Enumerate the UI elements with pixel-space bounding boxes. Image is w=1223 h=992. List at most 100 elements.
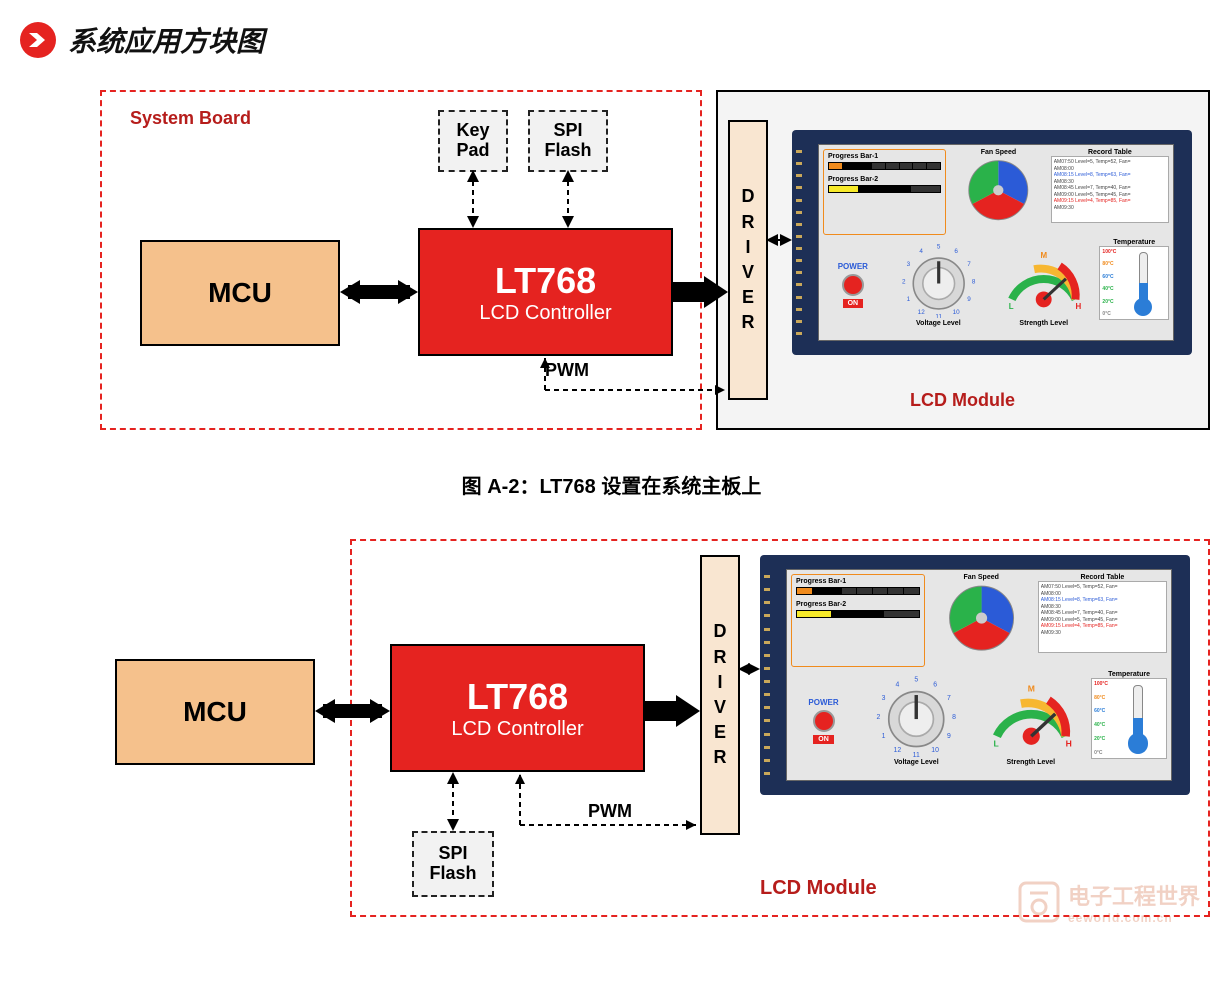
spiflash-label-2: SPI Flash — [429, 844, 476, 884]
svg-text:1: 1 — [882, 733, 886, 740]
lt768-block: LT768 LCD Controller — [418, 228, 673, 356]
keypad-block: Key Pad — [438, 110, 508, 172]
svg-text:M: M — [1027, 683, 1034, 693]
record-label: Record Table — [1038, 574, 1167, 581]
thermometer: 100°C80°C60°C40°C20°C0°C — [1091, 678, 1167, 759]
on-badge: ON — [843, 299, 864, 308]
svg-text:6: 6 — [954, 248, 958, 255]
record-label: Record Table — [1051, 149, 1169, 156]
svg-text:M: M — [1041, 251, 1048, 260]
lcd-screen: Progress Bar-1 ">">">">"> Progress Bar-2… — [818, 144, 1174, 341]
svg-text:7: 7 — [967, 261, 971, 268]
watermark: 电子工程世界 eeworld.com.cn — [1018, 879, 1200, 925]
fan-pie — [952, 156, 1045, 224]
mcu-block: MCU — [140, 240, 340, 346]
progress-bar-1: ">">">">"> — [828, 162, 941, 170]
lcd-screen: Progress Bar-1 ">">">">"> Progress Bar-2… — [786, 569, 1172, 781]
lcd-module-label: LCD Module — [910, 390, 1015, 411]
progress-bar-1: ">">">">"> — [796, 587, 920, 595]
record-table: AM07:50 Level=5, Temp=52, Fan=AM08:00AM0… — [1051, 156, 1169, 223]
lt768-block-2: LT768 LCD Controller — [390, 644, 645, 772]
voltage-label: Voltage Level — [889, 320, 988, 327]
power-button — [842, 274, 864, 296]
progress2-label: Progress Bar-2 — [828, 176, 941, 183]
svg-text:6: 6 — [933, 681, 937, 688]
page-title-row: 系统应用方块图 — [20, 20, 1203, 60]
spiflash-block-2: SPI Flash — [412, 831, 494, 897]
svg-text:11: 11 — [935, 313, 942, 318]
diagram-a2-alt: MCU LT768 LCD Controller SPI Flash D R I… — [60, 539, 1220, 919]
svg-text:11: 11 — [913, 752, 920, 757]
pwm-label: PWM — [545, 360, 589, 381]
svg-text:10: 10 — [952, 308, 960, 315]
driver-block: D R I V E R — [728, 120, 768, 400]
driver-block-2: D R I V E R — [700, 555, 740, 835]
progress2-label: Progress Bar-2 — [796, 601, 920, 608]
strength-label: Strength Level — [977, 759, 1085, 766]
svg-text:8: 8 — [952, 714, 956, 721]
strength-label: Strength Level — [994, 320, 1093, 327]
svg-text:8: 8 — [972, 278, 976, 285]
driver-label: D R I V E R — [742, 184, 755, 335]
strength-gauge: L M H — [977, 671, 1085, 757]
svg-text:7: 7 — [947, 695, 951, 702]
voltage-gauge: 123456789101112 — [862, 671, 970, 757]
temp-label: Temperature — [1099, 239, 1169, 246]
lt768-sub: LCD Controller — [479, 302, 611, 325]
fan-pie — [931, 581, 1032, 655]
on-badge: ON — [813, 735, 834, 744]
svg-text:10: 10 — [931, 747, 939, 754]
temp-label: Temperature — [1091, 671, 1167, 678]
progress1-label: Progress Bar-1 — [828, 153, 941, 160]
diagram-a2: System Board MCU Key Pad SPI Flash LT768… — [100, 90, 1210, 440]
strength-gauge: L M H — [994, 239, 1093, 318]
lcd-module-label-2: LCD Module — [760, 877, 877, 900]
progress-bar-2: ">">">">">">">">"> — [796, 610, 920, 618]
progress-bar-2: ">">">">">">">">"> — [828, 185, 941, 193]
mcu-label-2: MCU — [183, 696, 247, 728]
svg-text:5: 5 — [937, 243, 941, 250]
svg-text:3: 3 — [882, 695, 886, 702]
fan-label: Fan Speed — [952, 149, 1045, 156]
svg-text:2: 2 — [902, 278, 906, 285]
svg-text:H: H — [1076, 302, 1082, 311]
mcu-block-2: MCU — [115, 659, 315, 765]
svg-text:12: 12 — [894, 747, 902, 754]
watermark-text: 电子工程世界 — [1068, 879, 1200, 911]
lt768-title-2: LT768 — [467, 676, 568, 718]
keypad-label: Key Pad — [456, 121, 489, 161]
system-board-label: System Board — [130, 108, 251, 129]
power-label: POWER — [838, 262, 868, 271]
svg-text:9: 9 — [947, 733, 951, 740]
thermometer: 100°C80°C60°C40°C20°C0°C — [1099, 246, 1169, 321]
fan-label: Fan Speed — [931, 574, 1032, 581]
driver-label-2: D R I V E R — [714, 619, 727, 770]
record-table: AM07:50 Level=5, Temp=52, Fan=AM08:00AM0… — [1038, 581, 1167, 653]
progress1-label: Progress Bar-1 — [796, 578, 920, 585]
watermark-sub: eeworld.com.cn — [1068, 911, 1200, 925]
mcu-label: MCU — [208, 277, 272, 309]
pwm-label-2: PWM — [588, 801, 632, 822]
lt768-sub-2: LCD Controller — [451, 718, 583, 741]
svg-text:3: 3 — [906, 261, 910, 268]
figure-caption-a2: 图 A-2：LT768 设置在系统主板上 — [20, 470, 1203, 499]
svg-text:4: 4 — [919, 248, 923, 255]
svg-text:12: 12 — [917, 308, 925, 315]
page-title: 系统应用方块图 — [68, 20, 264, 60]
lcd-connector — [796, 150, 804, 335]
voltage-gauge: 123456789101112 — [889, 239, 988, 318]
svg-text:1: 1 — [906, 296, 910, 303]
svg-text:5: 5 — [914, 676, 918, 683]
svg-text:H: H — [1065, 738, 1071, 748]
lt768-title: LT768 — [495, 260, 596, 302]
lcd-connector — [764, 575, 772, 775]
bullet-icon — [20, 22, 56, 58]
svg-text:4: 4 — [896, 681, 900, 688]
svg-text:9: 9 — [967, 296, 971, 303]
voltage-label: Voltage Level — [862, 759, 970, 766]
svg-text:L: L — [993, 738, 998, 748]
power-label: POWER — [808, 698, 838, 707]
spiflash-label: SPI Flash — [544, 121, 591, 161]
spiflash-block: SPI Flash — [528, 110, 608, 172]
svg-text:2: 2 — [877, 714, 881, 721]
